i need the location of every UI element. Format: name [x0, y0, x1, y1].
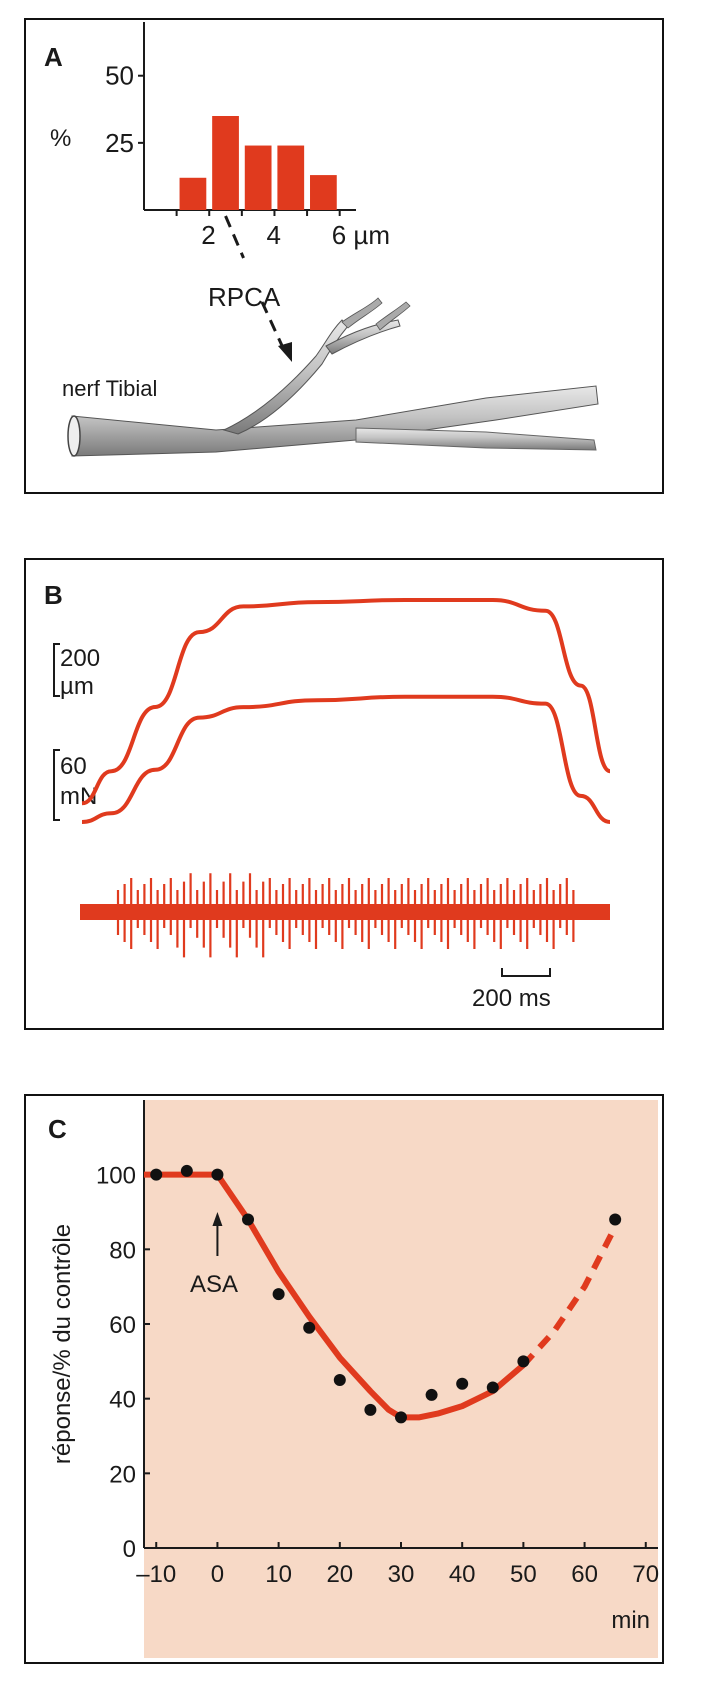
c-data-point: [609, 1213, 622, 1226]
c-y-label: réponse/% du contrôle: [49, 1224, 76, 1464]
c-data-point: [395, 1411, 407, 1424]
panel-b-letter: B: [44, 580, 63, 610]
displacement-trace: [81, 598, 611, 806]
c-data-point: [272, 1288, 285, 1301]
emg-baseline-band: [80, 904, 610, 920]
c-fit-extension: [521, 1225, 618, 1368]
rpca-label: RPCA: [208, 282, 281, 312]
c-data-point: [456, 1377, 469, 1390]
c-x-tick-label: 10: [265, 1561, 292, 1588]
pointer-dash-upper: [224, 215, 245, 259]
panel-a-figure: 2 4 6 µm 25 50% RPCA nerf Tibial: [50, 22, 599, 457]
pointer-dash-lower: [260, 301, 286, 351]
asa-label: ASA: [190, 1271, 238, 1298]
c-data-point: [150, 1168, 163, 1181]
panel-a-letter: A: [44, 42, 63, 72]
asa-arrowhead: [212, 1212, 223, 1226]
c-y-tick-label: 0: [123, 1536, 136, 1563]
histogram-bar: [212, 116, 239, 210]
c-x-tick-label: 0: [211, 1561, 224, 1588]
c-y-tick-label: 60: [109, 1312, 136, 1339]
c-y-tick-label: 20: [109, 1461, 136, 1488]
scale-bar-force: 60 mN: [53, 749, 97, 821]
c-x-tick-label: 20: [326, 1561, 353, 1588]
c-fit-curve: [144, 1171, 526, 1421]
histogram-y-tick-label: 50: [105, 61, 134, 91]
histogram-bar: [244, 145, 272, 210]
c-data-point: [333, 1374, 346, 1386]
c-data-point: [425, 1388, 438, 1401]
histogram-y-tick-label: 25: [105, 128, 134, 158]
histogram-x-tick-label: 4: [266, 220, 280, 250]
c-y-tick-label: 80: [109, 1237, 136, 1264]
nerve-label: nerf Tibial: [62, 376, 157, 401]
histogram-bar: [179, 177, 207, 210]
c-y-tick-label: 100: [96, 1163, 136, 1190]
scale1-unit: µm: [60, 673, 94, 700]
histogram-x-tick-label: 2: [201, 220, 215, 250]
histogram-x-tick-label: 6 µm: [332, 220, 390, 250]
panel-c-letter: C: [48, 1114, 67, 1144]
emg-spike-train: [80, 873, 610, 958]
c-x-tick-label: –10: [136, 1561, 176, 1588]
pointer-arrowhead: [278, 342, 292, 362]
scale1-value: 200: [60, 645, 100, 672]
c-data-point: [180, 1164, 193, 1177]
c-data-point: [517, 1355, 530, 1368]
c-data-point: [486, 1381, 499, 1394]
c-data-point: [211, 1168, 224, 1181]
histogram-bar: [277, 145, 305, 210]
c-x-tick-label: 60: [571, 1561, 598, 1588]
panel-c: C 0 20 40 60 80 100 –10 0 10 20 30 40 50 60 70 min répon…: [24, 1094, 664, 1664]
c-data-point: [364, 1403, 377, 1416]
histogram-bar: [310, 175, 337, 210]
c-data-point: [242, 1213, 255, 1226]
time-scale-bar: 200 ms: [472, 968, 551, 1012]
panel-b: B 200 µm 60 mN 200 ms: [24, 558, 664, 1030]
c-x-tick-label: 30: [388, 1561, 415, 1588]
c-x-tick-label: 70: [632, 1561, 659, 1588]
panel-a: A 2 4 6 µm 25 50% RPCA nerf Tibial: [24, 18, 664, 494]
force-trace: [81, 694, 611, 824]
histogram-y-label: %: [50, 125, 71, 152]
time-scale-label: 200 ms: [472, 985, 551, 1012]
c-y-tick-label: 40: [109, 1387, 136, 1414]
scale2-value: 60: [60, 753, 87, 780]
scale-bar-displacement: 200 µm: [53, 643, 100, 700]
tibial-nerve-drawing: [67, 297, 599, 457]
c-x-tick-label: 40: [449, 1561, 476, 1588]
c-x-tick-label: 50: [510, 1561, 537, 1588]
panel-b-figure: 200 µm 60 mN 200 ms: [53, 598, 611, 1012]
c-data-point: [303, 1321, 316, 1334]
c-x-label: min: [611, 1607, 650, 1634]
